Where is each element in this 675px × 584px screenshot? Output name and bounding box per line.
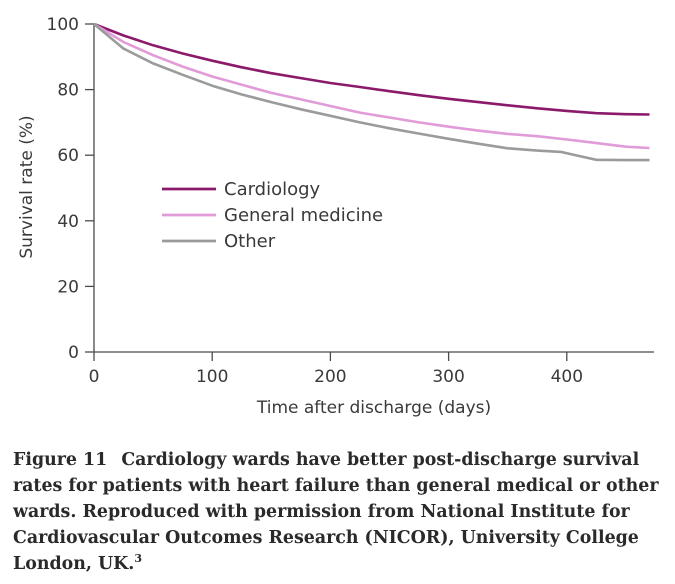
caption-text: Cardiology wards have better post-discha… [13, 450, 659, 574]
x-axis-ticks: 0 100 200 300 400 [89, 352, 583, 387]
x-tick-label: 300 [432, 367, 464, 387]
y-tick-label: 100 [47, 15, 79, 35]
y-axis-title: Survival rate (%) [17, 115, 37, 258]
figure-number: Figure 11 [13, 450, 108, 470]
y-axis-ticks: 0 20 40 60 80 100 [47, 15, 94, 363]
y-tick-label: 20 [57, 277, 79, 297]
x-tick-label: 200 [314, 367, 346, 387]
survival-chart: 0 20 40 60 80 100 0 100 200 300 400 Cardiology Gen… [17, 15, 654, 418]
legend-label-general-medicine: General medicine [224, 205, 383, 226]
series-lines [93, 22, 650, 162]
x-tick-label: 400 [551, 367, 583, 387]
y-tick-label: 80 [57, 81, 79, 101]
axes [93, 24, 654, 353]
series-line-cardiology [93, 22, 650, 116]
x-tick-label: 100 [196, 367, 228, 387]
legend-label-other: Other [224, 231, 276, 252]
legend-label-cardiology: Cardiology [224, 179, 321, 200]
legend: Cardiology General medicine Other [162, 179, 383, 252]
series-line-other [93, 23, 650, 162]
x-tick-label: 0 [89, 367, 100, 387]
series-line-general-medicine [93, 22, 650, 150]
y-tick-label: 40 [57, 212, 79, 232]
y-tick-label: 0 [68, 343, 79, 363]
y-tick-label: 60 [57, 146, 79, 166]
figure-caption: Figure 11 Cardiology wards have better p… [13, 447, 663, 577]
caption-reference: 3 [134, 552, 142, 566]
x-axis-title: Time after discharge (days) [256, 398, 491, 418]
